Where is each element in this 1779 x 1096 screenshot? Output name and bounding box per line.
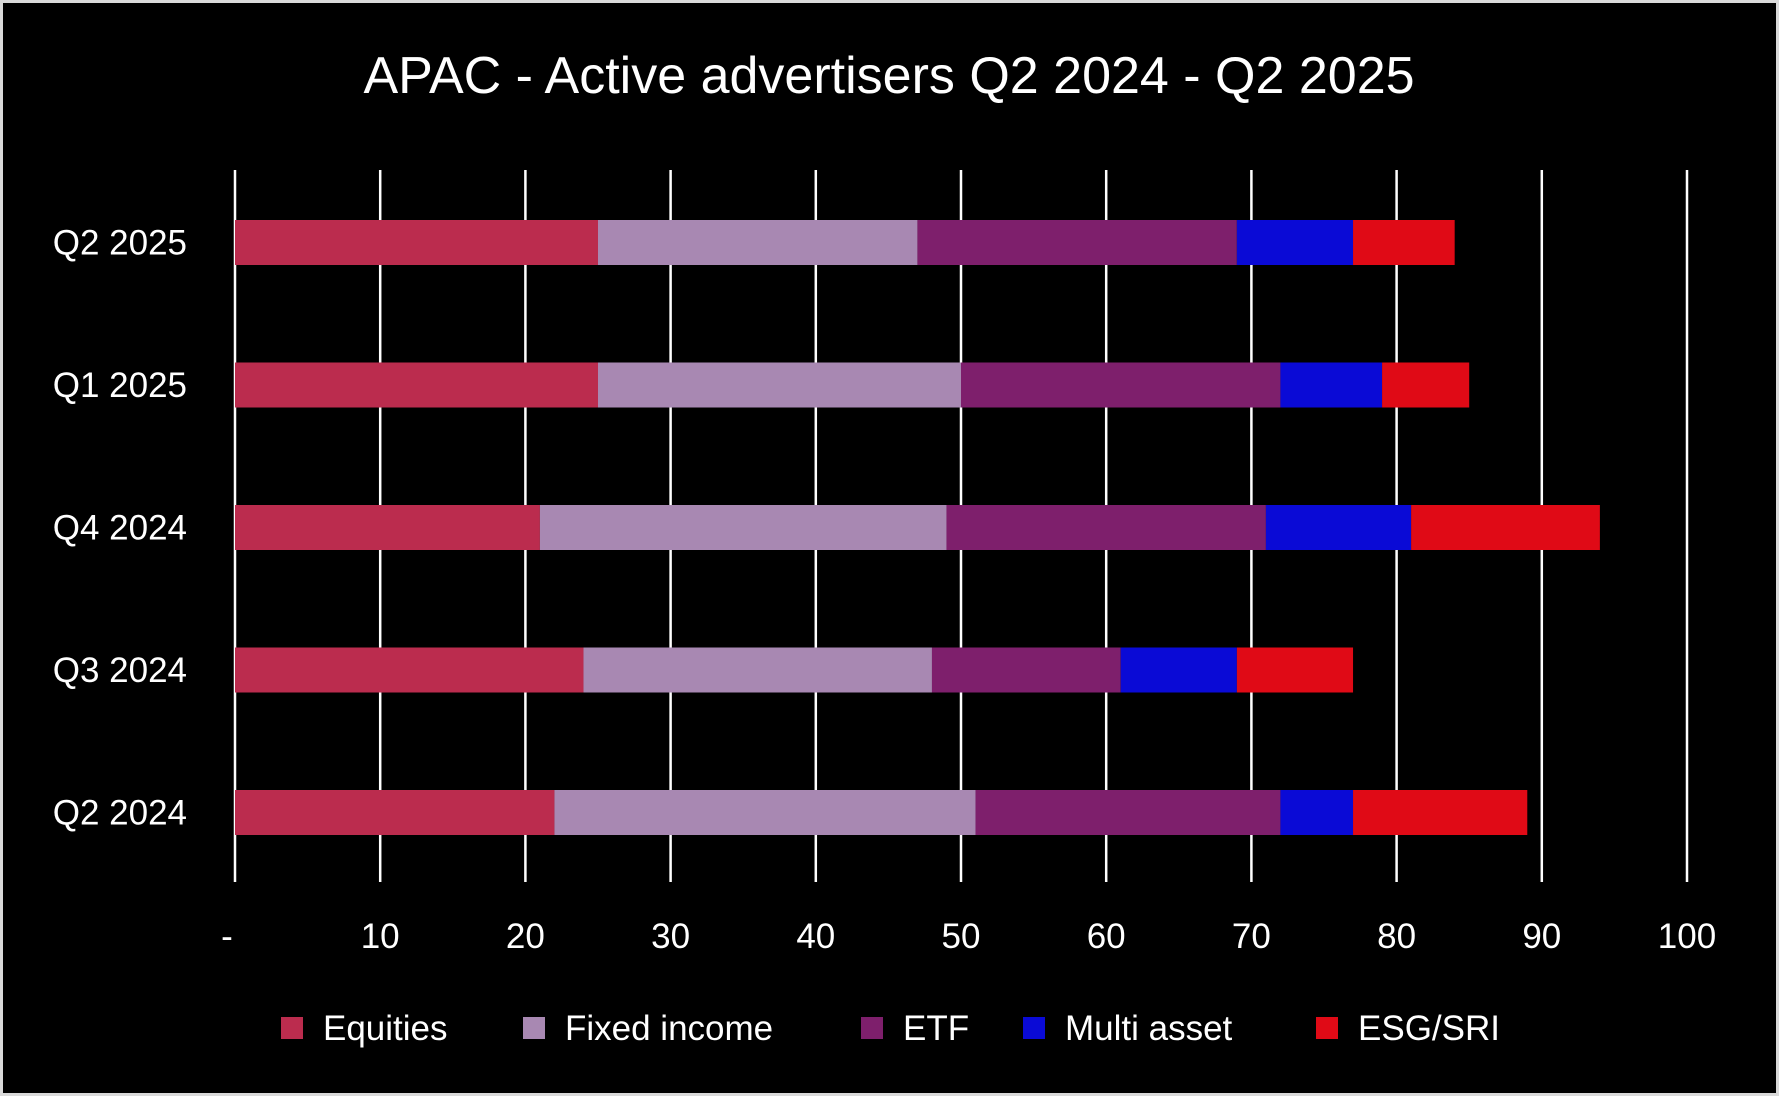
bar-segment [1236, 647, 1354, 693]
bar-segment [598, 362, 961, 408]
x-tick-label: 30 [651, 917, 690, 956]
bar-segment [1280, 362, 1383, 408]
x-tick-label: 50 [942, 917, 981, 956]
bar-segment [1353, 220, 1455, 265]
legend-label: Fixed income [565, 1009, 773, 1048]
x-tick-label: 80 [1377, 917, 1416, 956]
legend-swatch [281, 1017, 303, 1039]
bar-segment [917, 220, 1237, 265]
legend-label: ESG/SRI [1358, 1009, 1500, 1048]
x-tick-label: 10 [361, 917, 400, 956]
bar-segment [583, 647, 932, 693]
bar-segment [1265, 505, 1412, 550]
category-label: Q4 2024 [53, 509, 187, 548]
legend-label: Multi asset [1065, 1009, 1233, 1048]
bar-segment [1353, 790, 1528, 835]
category-label: Q1 2025 [53, 366, 187, 405]
bar-segment [1411, 505, 1600, 550]
legend: Equities Fixed income ETF Multi asset ESG/SR… [281, 1009, 1500, 1048]
chart-title: APAC - Active advertisers Q2 2024 - Q2 2… [363, 47, 1414, 105]
bar-segment [1280, 790, 1354, 835]
x-tick-label: - [221, 917, 233, 956]
legend-label: ETF [903, 1009, 969, 1048]
bar-segment [235, 220, 598, 265]
bar-segment [1236, 220, 1354, 265]
bar-segment [235, 505, 540, 550]
legend-label: Equities [323, 1009, 448, 1048]
bar-segment [235, 790, 555, 835]
category-label: Q2 2025 [53, 224, 187, 263]
legend-swatch [523, 1017, 545, 1039]
category-labels: Q2 2025 Q1 2025 Q4 2024 Q3 2024 Q2 2024 [53, 224, 187, 833]
x-tick-label: 90 [1522, 917, 1561, 956]
bar-segment [539, 505, 947, 550]
legend-swatch [1023, 1017, 1045, 1039]
legend-swatch [1316, 1017, 1338, 1039]
bar-segment [598, 220, 918, 265]
bars [235, 220, 1600, 835]
bar-segment [554, 790, 976, 835]
bar-segment [235, 647, 584, 693]
x-tick-label: 60 [1087, 917, 1126, 956]
x-tick-label: 100 [1658, 917, 1716, 956]
x-tick-label: 20 [506, 917, 545, 956]
category-label: Q3 2024 [53, 651, 187, 690]
bar-segment [235, 362, 598, 408]
bar-segment [946, 505, 1266, 550]
legend-swatch [861, 1017, 883, 1039]
x-tick-label: 70 [1232, 917, 1271, 956]
bar-segment [1382, 362, 1470, 408]
x-tick-labels: - 10 20 30 40 50 60 70 80 90 100 [221, 917, 1716, 956]
bar-segment [975, 790, 1281, 835]
x-tick-label: 40 [796, 917, 835, 956]
bar-segment [931, 647, 1121, 693]
category-label: Q2 2024 [53, 794, 187, 833]
bar-segment [1120, 647, 1237, 693]
bar-segment [961, 362, 1281, 408]
